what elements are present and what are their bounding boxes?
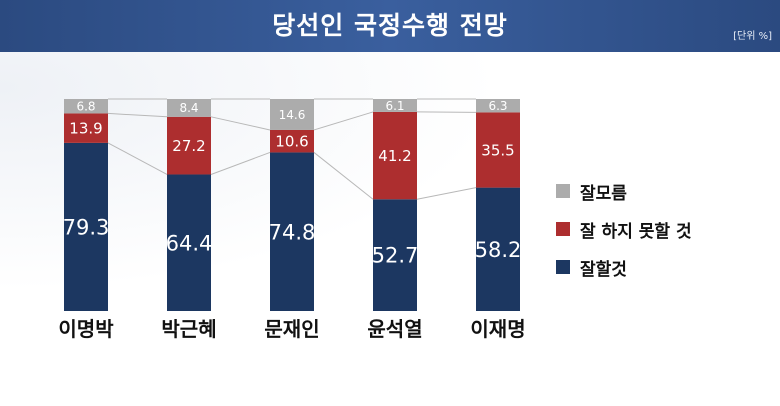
bar-segment-unknown [167, 99, 211, 117]
header-bar [0, 0, 780, 52]
bar-segment-good [64, 142, 108, 311]
legend-swatch-bad [556, 222, 570, 236]
bar-group: 64.4 27.2 8.4 [166, 99, 213, 311]
category-label: 박근혜 [161, 317, 216, 341]
bar-segment-good [373, 199, 417, 311]
category-label: 이재명 [470, 317, 525, 341]
legend-swatch-good [556, 260, 570, 274]
data-label-unknown: 14.6 [279, 108, 306, 122]
connector-line [416, 187, 477, 200]
bar-segment-unknown [373, 99, 417, 112]
data-label-good: 74.8 [269, 220, 316, 244]
legend-swatch-unknown [556, 184, 570, 198]
bar-segment-bad [476, 112, 520, 188]
legend-item-good: 잘할것 [556, 248, 692, 286]
bar-segment-bad [167, 116, 211, 175]
data-label-bad: 27.2 [172, 137, 205, 155]
legend-label-bad: 잘 하지 못할 것 [580, 221, 692, 242]
connector-lines [107, 98, 477, 200]
bar-segment-unknown [64, 99, 108, 114]
legend-label-unknown: 잘모름 [580, 183, 627, 204]
legend-item-bad: 잘 하지 못할 것 [556, 210, 692, 248]
data-label-bad: 35.5 [481, 141, 514, 159]
bar-group: 79.3 13.9 6.8 [63, 99, 110, 311]
bar-segment-bad [373, 111, 417, 200]
data-label-unknown: 6.1 [385, 99, 404, 113]
bar-group: 74.8 10.6 14.6 [269, 99, 316, 311]
connector-line [313, 152, 374, 200]
unit-label: [단위 %] [733, 31, 772, 42]
data-label-unknown: 6.3 [488, 99, 507, 113]
connector-line [210, 151, 271, 175]
data-label-unknown: 8.4 [179, 101, 198, 115]
bar-group: 52.7 41.2 6.1 [372, 99, 419, 311]
bar-segment-unknown [270, 99, 314, 130]
connector-line [210, 116, 271, 131]
bar-segment-good [167, 174, 211, 311]
data-label-bad: 13.9 [69, 120, 102, 138]
bar-segment-unknown [476, 99, 520, 113]
bar-group: 58.2 35.5 6.3 [475, 99, 522, 311]
data-label-bad: 10.6 [275, 133, 308, 151]
category-label: 윤석열 [367, 317, 422, 341]
category-label: 이명박 [58, 317, 114, 341]
data-label-good: 64.4 [166, 231, 213, 255]
bar-segment-bad [64, 113, 108, 143]
data-label-bad: 41.2 [378, 147, 411, 165]
legend-label-good: 잘할것 [580, 259, 627, 280]
data-label-good: 58.2 [475, 238, 522, 262]
connector-line [107, 142, 168, 175]
legend: 잘모름 잘 하지 못할 것 잘할것 [556, 172, 692, 286]
data-label-unknown: 6.8 [76, 100, 95, 114]
data-label-good: 79.3 [63, 216, 110, 240]
connector-line [107, 112, 168, 118]
bar-segment-good [476, 187, 520, 311]
bar-segment-bad [270, 129, 314, 153]
chart-title: 당선인 국정수행 전망 [272, 11, 508, 40]
connector-line [313, 111, 374, 131]
bar-segment-good [270, 152, 314, 311]
legend-item-unknown: 잘모름 [556, 172, 692, 210]
data-label-good: 52.7 [372, 244, 419, 268]
category-label: 문재인 [264, 317, 319, 341]
